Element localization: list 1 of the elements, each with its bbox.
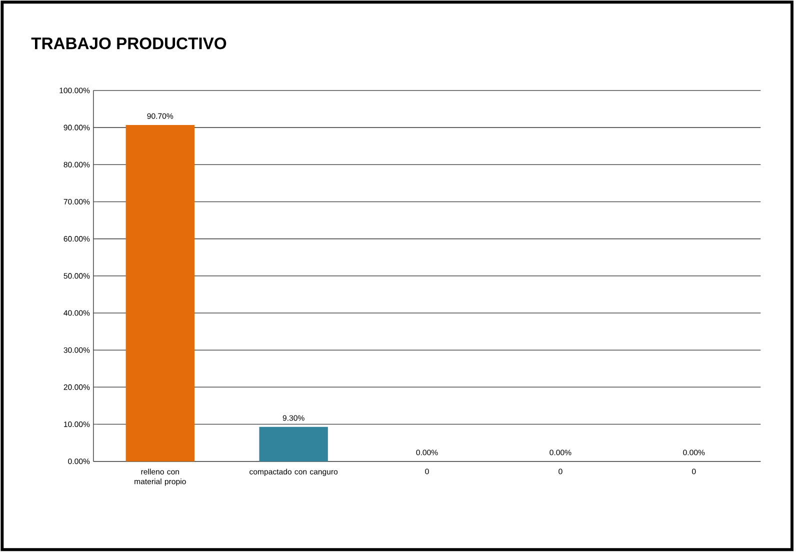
chart-title: TRABAJO PRODUCTIVO [31, 38, 226, 50]
